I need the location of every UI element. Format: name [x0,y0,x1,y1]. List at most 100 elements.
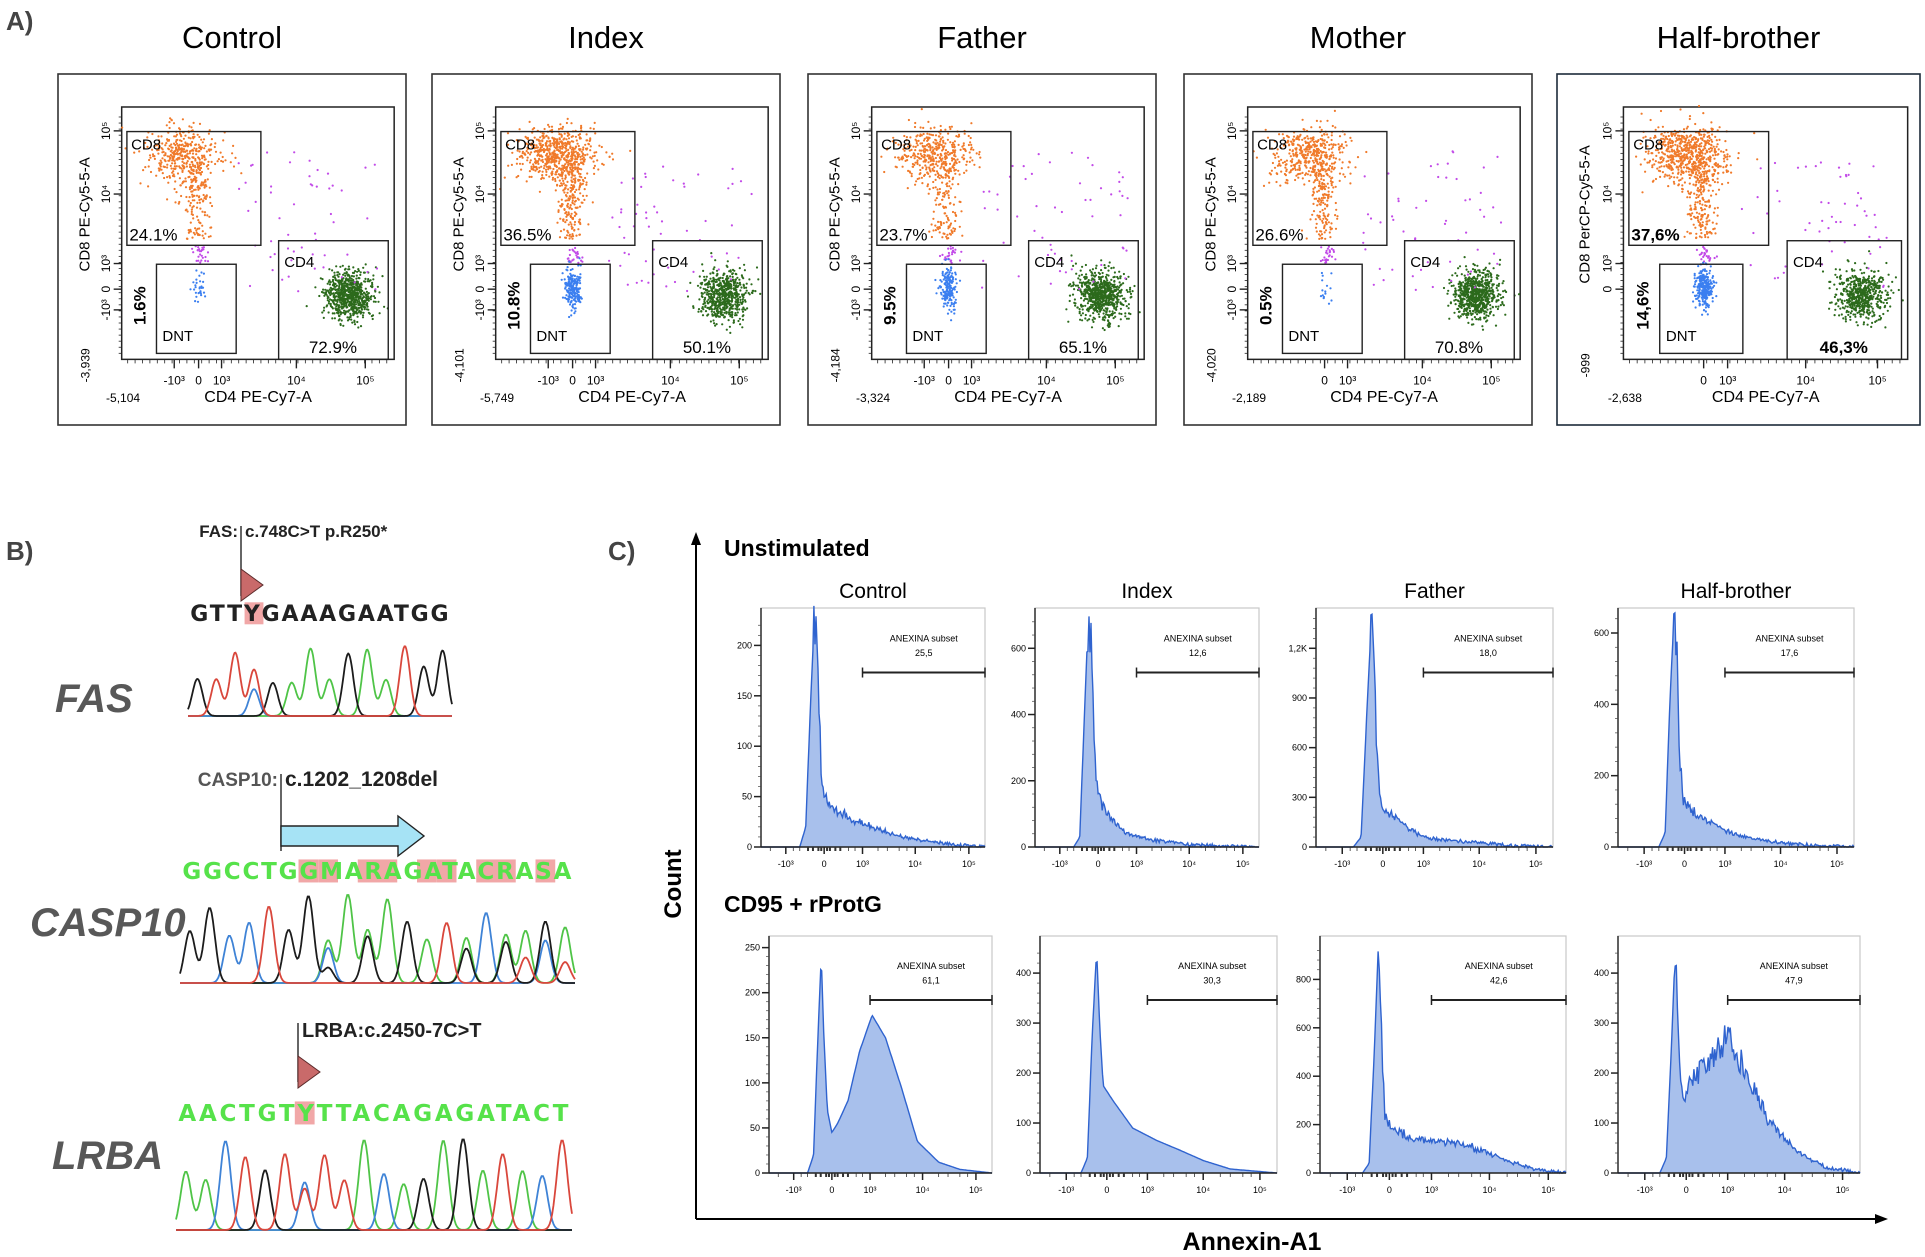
event-dot [937,220,940,223]
event-dot [542,147,545,151]
event-dot [361,316,365,319]
event-dot [573,294,576,297]
event-dot [172,170,175,173]
event-dot [611,216,614,219]
event-dot [709,277,712,280]
event-dot [322,266,325,269]
event-dot [709,320,712,323]
event-dot [185,165,188,168]
event-dot [917,152,920,155]
event-dot [1070,151,1073,154]
event-dot [533,127,536,130]
event-dot [357,326,360,329]
event-dot [947,219,950,222]
event-dot [932,229,935,232]
event-dot [197,246,200,249]
event-dot [516,157,519,161]
event-dot [192,205,195,208]
event-dot [1126,197,1129,200]
event-dot [741,293,744,296]
event-dot [930,223,933,226]
event-dot [355,308,358,312]
event-dot [559,230,563,233]
event-dot [336,300,339,303]
event-dot [957,183,960,186]
event-dot [915,139,918,143]
event-dot [568,233,571,236]
event-dot [923,154,926,157]
event-dot [583,198,586,201]
event-dot [946,301,949,304]
event-dot [736,308,739,311]
event-dot [620,211,623,214]
event-dot [564,174,567,177]
event-dot [1084,304,1087,307]
event-dot [195,153,198,156]
event-dot [738,296,742,299]
event-dot [568,162,572,165]
event-dot [608,155,611,158]
event-dot [198,187,201,190]
event-dot [560,156,563,159]
event-dot [372,295,376,298]
event-dot [737,297,740,300]
event-dot [374,288,377,291]
event-dot [199,290,202,293]
event-dot [739,301,742,304]
event-dot [569,276,572,279]
event-dot [320,290,324,294]
event-dot [580,176,583,179]
event-dot [565,215,568,218]
event-dot [578,233,581,236]
event-dot [341,289,344,292]
x-axis-label: CD4 PE-Cy7-A [578,389,686,406]
event-dot [1092,316,1095,319]
event-dot [349,303,353,306]
event-dot [188,188,192,191]
event-dot [1118,190,1121,193]
event-dot [929,160,932,163]
event-dot [543,136,546,139]
event-dot [202,183,205,186]
event-dot [741,298,744,301]
event-dot [340,283,344,286]
event-dot [201,230,204,233]
event-dot [358,290,361,293]
event-dot [953,151,956,154]
event-dot [191,140,194,144]
event-dot [570,159,573,162]
event-dot [1112,266,1115,269]
event-dot [197,150,200,153]
event-dot [1320,233,1324,236]
event-dot [189,201,192,205]
event-dot [573,214,576,217]
event-dot [715,278,718,281]
event-dot [139,182,142,185]
x-axis-label: CD4 PE-Cy7-A [954,389,1062,406]
event-dot [198,250,201,253]
event-dot [201,224,204,227]
event-dot [1101,271,1104,275]
event-dot [200,259,203,262]
event-dot [1097,286,1100,289]
event-dot [738,267,741,270]
event-dot [1109,283,1112,286]
event-dot [345,298,348,301]
event-dot [947,171,950,174]
event-dot [325,305,328,308]
event-dot [580,150,583,153]
event-dot [707,293,710,296]
event-dot [1316,204,1319,207]
event-dot [736,305,739,308]
event-dot [357,269,360,272]
event-dot [186,155,189,158]
event-dot [1129,312,1132,316]
plot-title: Mother [1310,20,1406,55]
event-dot [358,277,361,280]
event-dot [562,182,565,185]
event-dot [937,287,940,290]
event-dot [1118,171,1121,174]
event-dot [533,157,536,160]
event-dot [334,288,337,291]
event-dot [189,288,192,291]
